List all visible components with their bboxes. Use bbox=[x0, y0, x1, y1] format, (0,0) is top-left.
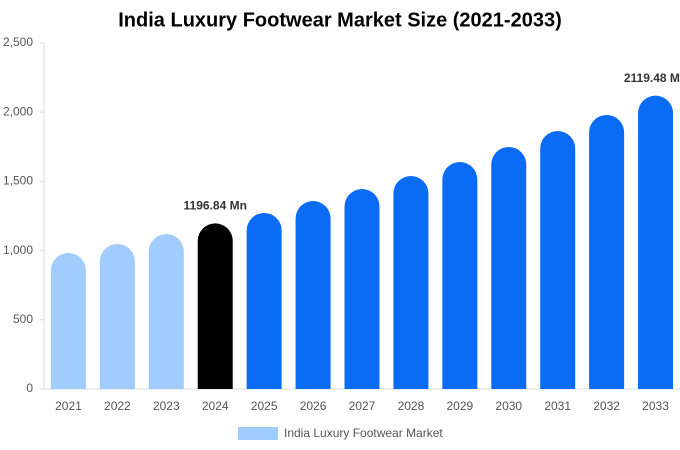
bar bbox=[50, 252, 86, 389]
bar bbox=[148, 233, 184, 389]
bar bbox=[540, 131, 576, 390]
x-tick-label: 2021 bbox=[55, 399, 82, 413]
data-label: 2119.48 Mn bbox=[624, 71, 680, 85]
x-tick-label: 2027 bbox=[349, 399, 376, 413]
bar bbox=[99, 243, 135, 389]
data-label: 1196.84 Mn bbox=[184, 199, 247, 213]
chart-title: India Luxury Footwear Market Size (2021-… bbox=[118, 9, 562, 31]
x-tick-label: 2032 bbox=[593, 399, 620, 413]
bar bbox=[589, 114, 625, 389]
bar bbox=[491, 146, 527, 389]
x-tick-label: 2028 bbox=[398, 399, 425, 413]
bar bbox=[197, 223, 233, 389]
x-tick-label: 2026 bbox=[300, 399, 327, 413]
bar bbox=[295, 201, 331, 389]
y-tick-label: 0 bbox=[26, 381, 33, 395]
y-tick-label: 2,500 bbox=[3, 35, 33, 49]
x-tick-label: 2030 bbox=[495, 399, 522, 413]
x-tick-label: 2022 bbox=[104, 399, 131, 413]
y-tick-label: 2,000 bbox=[3, 104, 33, 118]
y-tick-label: 500 bbox=[13, 312, 33, 326]
x-tick-label: 2025 bbox=[251, 399, 278, 413]
bar bbox=[638, 95, 674, 389]
x-tick-label: 2031 bbox=[544, 399, 571, 413]
legend-label: India Luxury Footwear Market bbox=[284, 426, 443, 440]
legend-swatch bbox=[238, 427, 278, 440]
bar bbox=[442, 162, 478, 389]
x-tick-label: 2024 bbox=[202, 399, 229, 413]
x-tick-label: 2033 bbox=[642, 399, 669, 413]
bar bbox=[246, 212, 282, 389]
x-tick-label: 2029 bbox=[446, 399, 473, 413]
bar bbox=[393, 176, 429, 389]
bar bbox=[344, 189, 380, 389]
x-tick-label: 2023 bbox=[153, 399, 180, 413]
y-tick-label: 1,500 bbox=[3, 174, 33, 188]
y-tick-label: 1,000 bbox=[3, 243, 33, 257]
